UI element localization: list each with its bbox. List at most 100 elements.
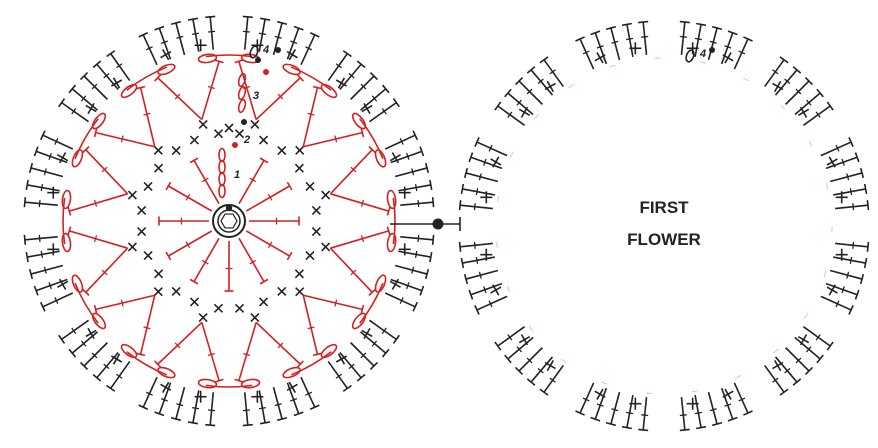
ring-join-dot	[225, 204, 233, 212]
round3-stitch	[201, 322, 224, 383]
round1-stitch	[238, 157, 269, 205]
round2-x-stitch	[321, 242, 331, 252]
first-flower-stitch	[514, 76, 543, 105]
first-flower-sc	[835, 248, 848, 261]
round4-stitch	[359, 331, 390, 358]
round3-stitch	[136, 295, 156, 357]
round2-x-stitch	[189, 135, 200, 145]
round3-stitch	[81, 247, 129, 296]
first-flower-stitch	[774, 66, 802, 96]
round4-stitch	[68, 84, 99, 111]
round3-stitch	[255, 73, 304, 121]
first-flower-stitch	[794, 336, 824, 364]
round2-x-stitch	[250, 313, 260, 323]
first-flower-stitch	[764, 364, 789, 396]
join-connector	[390, 217, 461, 231]
round2-x-stitch	[294, 269, 304, 279]
round3-start-chain	[237, 98, 247, 114]
first-flower-stitch	[460, 256, 495, 269]
round3-stitch	[255, 321, 304, 369]
round3-chain-oval	[386, 232, 397, 253]
round4-sc	[286, 381, 298, 393]
first-flower-stitch	[474, 137, 508, 157]
round3-stitch	[154, 321, 203, 369]
round4-stitch	[339, 351, 366, 382]
round2-x-stitch	[277, 146, 287, 156]
round4-stitch	[327, 50, 352, 82]
round3-stitch	[303, 294, 365, 314]
round3-stitch	[330, 193, 391, 216]
round3-stitch	[67, 193, 128, 216]
first-flower-stitch	[458, 200, 493, 211]
round4-stitch	[39, 130, 74, 150]
first-flower-stitch	[829, 269, 865, 285]
round2-x-stitch	[171, 146, 181, 156]
round4-stitch	[398, 250, 433, 263]
round4-stitch	[350, 342, 379, 371]
round4-stitch	[79, 71, 108, 100]
round4-sc	[47, 243, 60, 256]
first-flower-stitch	[785, 347, 814, 376]
round2-x-stitch	[234, 303, 245, 313]
round1-stitch	[224, 241, 234, 292]
round4-sc	[389, 278, 401, 290]
round4-stitch	[28, 264, 64, 280]
first-flower-stitch	[785, 76, 814, 105]
round4-stitch	[368, 319, 400, 344]
round4-stitch	[368, 98, 400, 123]
round4-stitch	[92, 351, 119, 382]
first-flower-sc	[835, 191, 848, 204]
round3-join-dot	[263, 69, 269, 75]
round4-stitch	[258, 390, 271, 425]
first-flower-sc	[797, 106, 810, 118]
first-flower-stitch	[733, 382, 753, 416]
round2-x-stitch	[234, 129, 245, 139]
round4-stitch	[339, 60, 366, 91]
first-flower-stitch	[526, 66, 554, 96]
round4-stitch	[106, 50, 131, 82]
first-flower-chart	[458, 20, 870, 432]
round3-stitch	[93, 128, 155, 148]
round4-sc	[194, 39, 207, 52]
round4-stitch	[272, 20, 288, 56]
round1-stitch	[165, 181, 213, 212]
round2-x-stitch	[189, 297, 200, 307]
round4-stitch	[390, 146, 425, 164]
first-flower-label-line2: FLOWER	[627, 230, 701, 249]
first-flower-sc	[518, 106, 531, 118]
round2-x-stitch	[137, 226, 147, 237]
round3-chain-oval	[320, 83, 338, 99]
round3-chain-oval	[71, 274, 84, 293]
round2-x-stitch	[258, 135, 269, 145]
round2-x-stitch	[137, 205, 147, 216]
first-flower-stitch	[474, 295, 508, 315]
first-flower-sc	[480, 191, 493, 204]
round4-stitch	[242, 392, 253, 427]
round3-stitch	[81, 146, 129, 195]
first-flower-stitch	[605, 25, 621, 61]
first-flower-stitch	[638, 20, 649, 55]
first-flower-stitch	[514, 347, 543, 376]
round3-chain-oval	[197, 378, 218, 389]
round3-stitch	[67, 226, 128, 249]
first-flower-stitch	[468, 152, 503, 170]
first-flower-stitch	[835, 241, 870, 252]
first-flower-sc	[480, 248, 493, 261]
first-flower-sc	[518, 334, 531, 346]
round3-chain-arc	[126, 351, 168, 376]
round1-stitch	[245, 230, 293, 261]
first-flower-stitch	[774, 356, 802, 386]
round3-stitch	[201, 59, 224, 120]
round4-stitch	[33, 278, 68, 296]
round4-sc	[110, 353, 123, 365]
round1-stitch	[249, 216, 300, 226]
round2-x-stitch	[258, 297, 269, 307]
first-flower-outline	[495, 57, 833, 395]
round1-stitch	[158, 216, 209, 226]
round4-sc	[361, 327, 373, 340]
round4-stitch	[170, 386, 186, 422]
round2-x-stitch	[294, 163, 304, 173]
round4-sc	[398, 243, 411, 256]
round4-stitch	[138, 376, 158, 411]
round3-stitch	[329, 247, 377, 296]
